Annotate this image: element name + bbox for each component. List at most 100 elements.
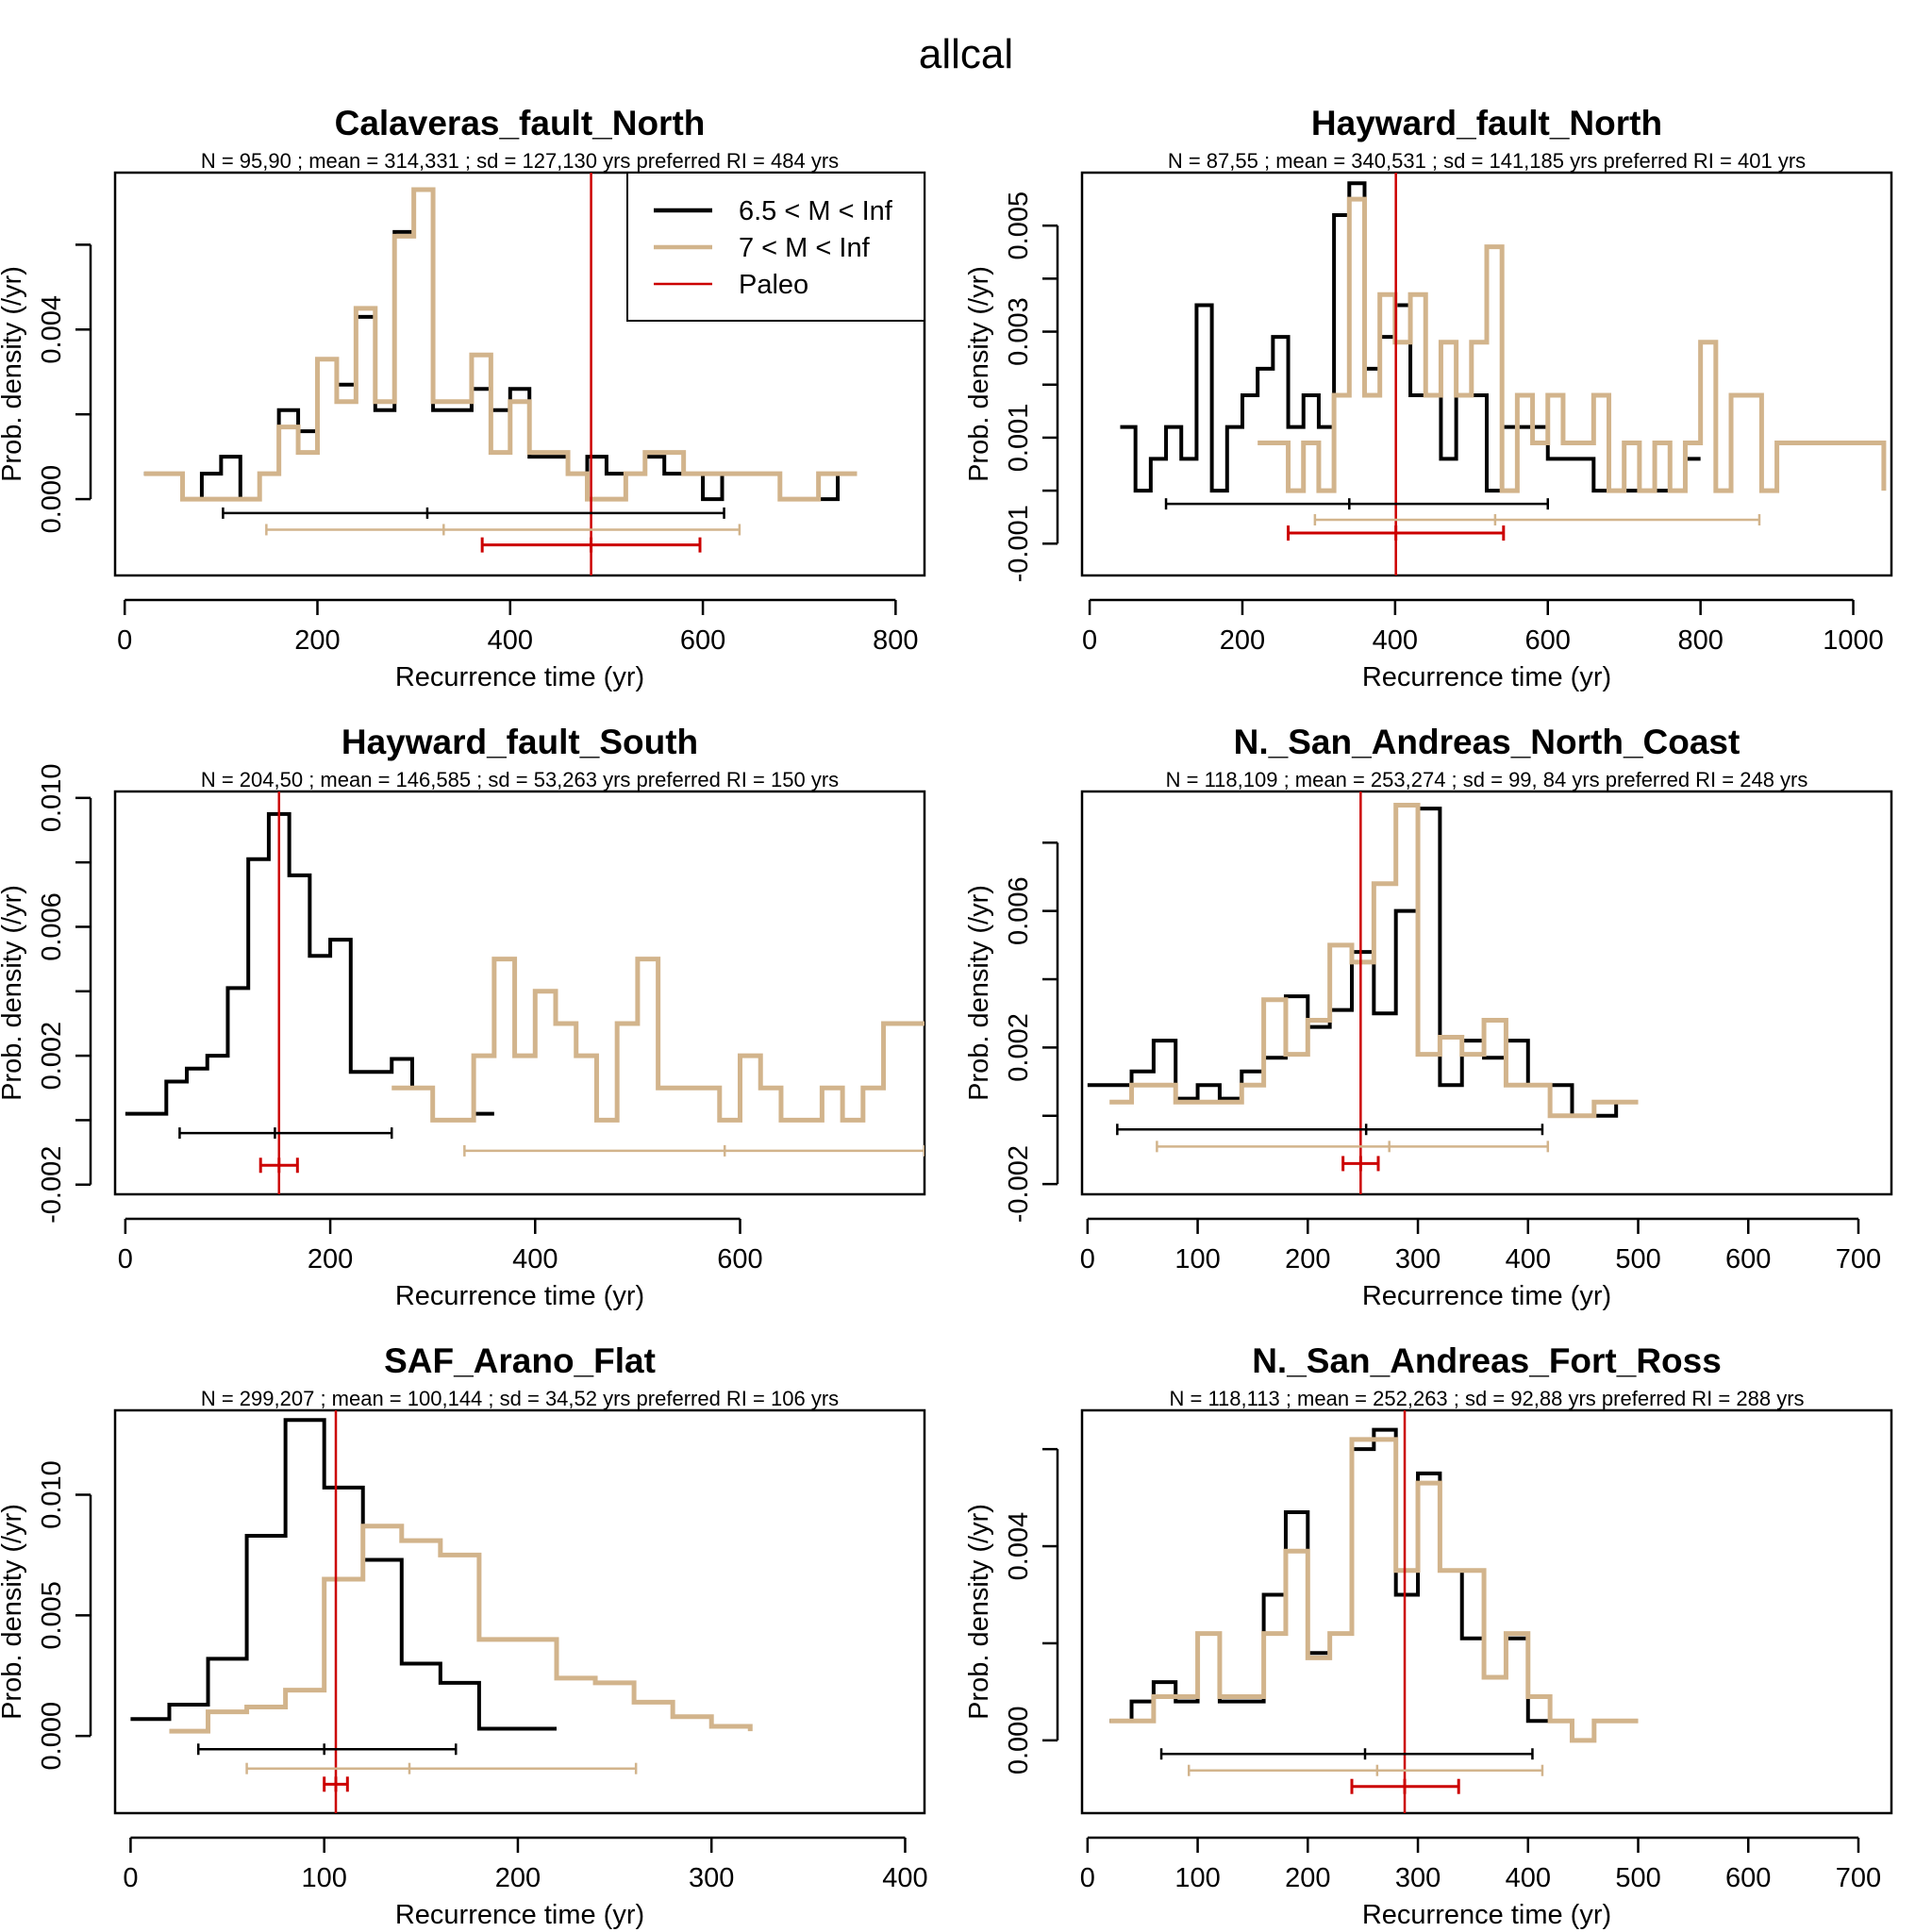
x-tick-label: 300	[1395, 1863, 1441, 1893]
panel-subtitle: N = 87,55 ; mean = 340,531 ; sd = 141,18…	[1168, 149, 1806, 173]
x-tick-label: 400	[1373, 625, 1418, 656]
y-tick-label: 0.001	[1004, 404, 1034, 473]
x-tick-label: 0	[1080, 1863, 1095, 1893]
y-tick-label: 0.000	[37, 465, 67, 534]
interval-3	[480, 537, 702, 553]
x-tick-label: 0	[123, 1863, 138, 1893]
x-tick-label: 600	[717, 1244, 762, 1274]
x-tick-label: 400	[488, 625, 533, 656]
y-axis-label: Prob. density (/yr)	[964, 885, 994, 1101]
panel-title: Calaveras_fault_North	[335, 104, 706, 142]
histogram-series-2	[1257, 196, 1887, 493]
x-tick-label: 400	[512, 1244, 558, 1274]
x-tick-label: 200	[495, 1863, 541, 1893]
plot-frame	[113, 171, 926, 577]
legend-label: Paleo	[739, 270, 808, 300]
x-axis-label: Recurrence time (yr)	[395, 662, 644, 692]
panel-subtitle: N = 204,50 ; mean = 146,585 ; sd = 53,26…	[201, 768, 839, 791]
plot-area	[143, 173, 858, 575]
y-tick-label: 0.010	[37, 1460, 67, 1529]
plot-frame	[113, 1408, 926, 1815]
x-tick-label: 600	[1725, 1244, 1771, 1274]
panel-title: N._San_Andreas_Fort_Ross	[1252, 1341, 1722, 1380]
plot-area	[1087, 791, 1639, 1194]
interval-3	[323, 1776, 349, 1792]
interval-2	[1313, 514, 1761, 526]
x-axis: 0 100 200 300 400 500 600 700 Recurrence time (y…	[1080, 1217, 1881, 1311]
panel-5: SAF_Arano_Flat N = 299,207 ; mean = 100,1…	[0, 1341, 928, 1930]
plot-frame	[1080, 1408, 1893, 1815]
histogram-series-2	[391, 957, 924, 1123]
panel-subtitle: N = 95,90 ; mean = 314,331 ; sd = 127,13…	[201, 149, 839, 173]
y-axis: 0.000 0.005 0.010 Prob. density (/yr)	[0, 1460, 92, 1770]
x-tick-label: 400	[1506, 1863, 1551, 1893]
y-tick-label: -0.002	[1004, 1145, 1034, 1223]
plot-frame	[1080, 171, 1893, 577]
y-axis-label: Prob. density (/yr)	[964, 1504, 994, 1720]
y-tick-label: 0.006	[1004, 876, 1034, 945]
x-tick-label: 0	[117, 625, 132, 656]
x-tick-label: 100	[1174, 1863, 1220, 1893]
plot-frame	[1080, 790, 1893, 1196]
x-axis: 0 200 400 600 800 Recurrence time (yr)	[117, 598, 919, 692]
panel-title: SAF_Arano_Flat	[384, 1341, 656, 1380]
y-tick-label: -0.001	[1004, 505, 1034, 582]
x-tick-label: 700	[1836, 1863, 1881, 1893]
y-tick-label: 0.003	[1004, 297, 1034, 366]
x-axis: 0 200 400 600 800 1000 Recurrence time (yr)	[1082, 598, 1884, 692]
x-tick-label: 0	[118, 1244, 133, 1274]
interval-1	[222, 507, 725, 519]
interval-2	[1187, 1764, 1544, 1776]
interval-3	[258, 1158, 299, 1174]
x-tick-label: 700	[1836, 1244, 1881, 1274]
panel-subtitle: N = 299,207 ; mean = 100,144 ; sd = 34,5…	[201, 1387, 839, 1410]
y-tick-label: 0.004	[37, 295, 67, 364]
panel-6: N._San_Andreas_Fort_Ross N = 118,113 ; me…	[964, 1341, 1893, 1930]
y-tick-label: 0.006	[37, 892, 67, 961]
y-tick-label: 0.010	[37, 764, 67, 833]
panel-3: Hayward_fault_South N = 204,50 ; mean = 1…	[0, 723, 926, 1311]
panel-title: Hayward_fault_South	[341, 723, 698, 761]
plot-area	[130, 1410, 753, 1813]
plot-area	[1109, 1410, 1639, 1813]
plot-frame	[113, 790, 926, 1196]
interval-1	[1116, 1124, 1544, 1136]
x-tick-label: 800	[1677, 625, 1723, 656]
histogram-series-2	[169, 1524, 753, 1734]
x-tick-label: 0	[1082, 625, 1097, 656]
x-tick-label: 200	[294, 625, 340, 656]
y-axis-label: Prob. density (/yr)	[0, 266, 27, 482]
panel-4: N._San_Andreas_North_Coast N = 118,109 ; …	[964, 723, 1893, 1311]
histogram-series-2	[1109, 802, 1639, 1119]
x-axis-label: Recurrence time (yr)	[1362, 662, 1611, 692]
y-axis: 0.000 0.004 Prob. density (/yr)	[964, 1447, 1059, 1774]
x-tick-label: 400	[882, 1863, 927, 1893]
interval-2	[1156, 1141, 1550, 1153]
y-tick-label: 0.005	[1004, 192, 1034, 260]
interval-3	[1287, 525, 1506, 541]
legend-label: 6.5 < M < Inf	[739, 196, 893, 226]
interval-2	[265, 524, 741, 536]
x-tick-label: 200	[1220, 625, 1265, 656]
x-axis-label: Recurrence time (yr)	[1362, 1900, 1611, 1930]
interval-1	[1164, 498, 1550, 510]
figure-title: allcal	[919, 31, 1013, 77]
x-tick-label: 0	[1080, 1244, 1095, 1274]
x-tick-label: 100	[1174, 1244, 1220, 1274]
interval-1	[178, 1127, 393, 1140]
y-axis-label: Prob. density (/yr)	[964, 266, 994, 482]
interval-2	[463, 1144, 924, 1157]
legend-label: 7 < M < Inf	[739, 233, 871, 263]
panel-subtitle: N = 118,113 ; mean = 252,263 ; sd = 92,8…	[1169, 1387, 1804, 1410]
y-axis: -0.001 0.001 0.003 0.005 Prob. density (/yr)	[964, 192, 1059, 582]
histogram-series-1	[130, 1418, 557, 1731]
x-axis-label: Recurrence time (yr)	[1362, 1281, 1611, 1311]
y-tick-label: 0.002	[37, 1022, 67, 1091]
x-tick-label: 200	[308, 1244, 353, 1274]
x-axis: 0 100 200 300 400 500 600 700 Recurrence time (y…	[1080, 1836, 1881, 1930]
x-axis: 0 200 400 600 Recurrence time (yr)	[118, 1217, 763, 1311]
x-tick-label: 1000	[1823, 625, 1884, 656]
y-axis: -0.002 0.002 0.006 Prob. density (/yr)	[964, 841, 1059, 1223]
x-tick-label: 600	[680, 625, 725, 656]
histogram-series-2	[143, 187, 858, 502]
